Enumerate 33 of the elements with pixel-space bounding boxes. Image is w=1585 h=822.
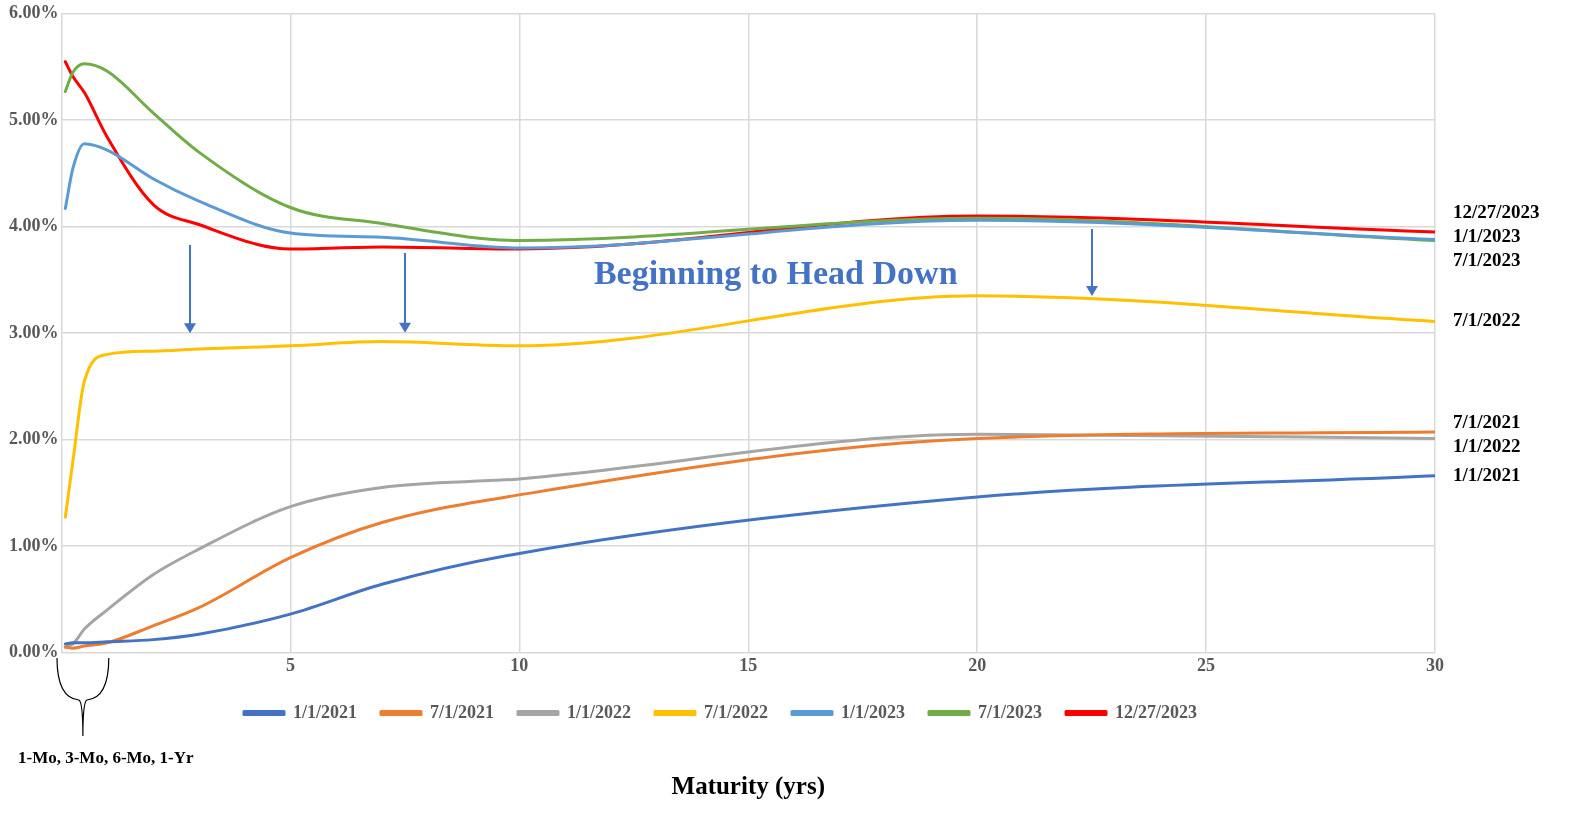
- x-tick-label: 10: [510, 654, 529, 675]
- x-tick-label: 5: [285, 654, 295, 675]
- legend-label: 7/1/2023: [978, 701, 1043, 722]
- text: 1/1/2021: [1453, 463, 1521, 485]
- y-tick-label: 6.00%: [9, 2, 59, 23]
- line-series: [63, 294, 1435, 519]
- y-tick-label: 3.00%: [9, 321, 59, 342]
- text: 7/1/2021: [1453, 411, 1521, 433]
- text: 7/1/2022: [1453, 309, 1521, 331]
- legend-label: 7/1/2022: [704, 701, 769, 722]
- text: 1/1/2022: [1453, 435, 1521, 457]
- text: 1-Mo, 3-Mo, 6-Mo, 1-Yr: [18, 747, 195, 767]
- y-tick-label: 0.00%: [9, 641, 59, 662]
- annotation: Beginning to Head Down: [593, 254, 958, 292]
- x-tick-label: 15: [739, 654, 758, 675]
- y-tick-label: 2.00%: [9, 428, 59, 449]
- legend-label: 12/27/2023: [1115, 701, 1198, 722]
- text: 7/1/2023: [1453, 249, 1521, 271]
- text: 12/27/2023: [1453, 201, 1540, 223]
- x-tick-label: 20: [968, 654, 987, 675]
- y-tick-label: 1.00%: [9, 534, 59, 555]
- legend-label: 1/1/2023: [841, 701, 906, 722]
- legend-label: 7/1/2021: [430, 701, 495, 722]
- x-tick-label: 30: [1426, 654, 1444, 675]
- y-tick-label: 4.00%: [9, 215, 59, 236]
- text: 1/1/2023: [1453, 225, 1521, 247]
- line-series: [63, 142, 1435, 250]
- x-tick-label: 25: [1197, 654, 1216, 675]
- legend-label: 1/1/2022: [567, 701, 632, 722]
- y-tick-label: 5.00%: [9, 108, 59, 129]
- line-series: [63, 474, 1435, 646]
- legend-label: 1/1/2021: [292, 701, 358, 722]
- x-axis-title: Maturity (yrs): [671, 771, 825, 800]
